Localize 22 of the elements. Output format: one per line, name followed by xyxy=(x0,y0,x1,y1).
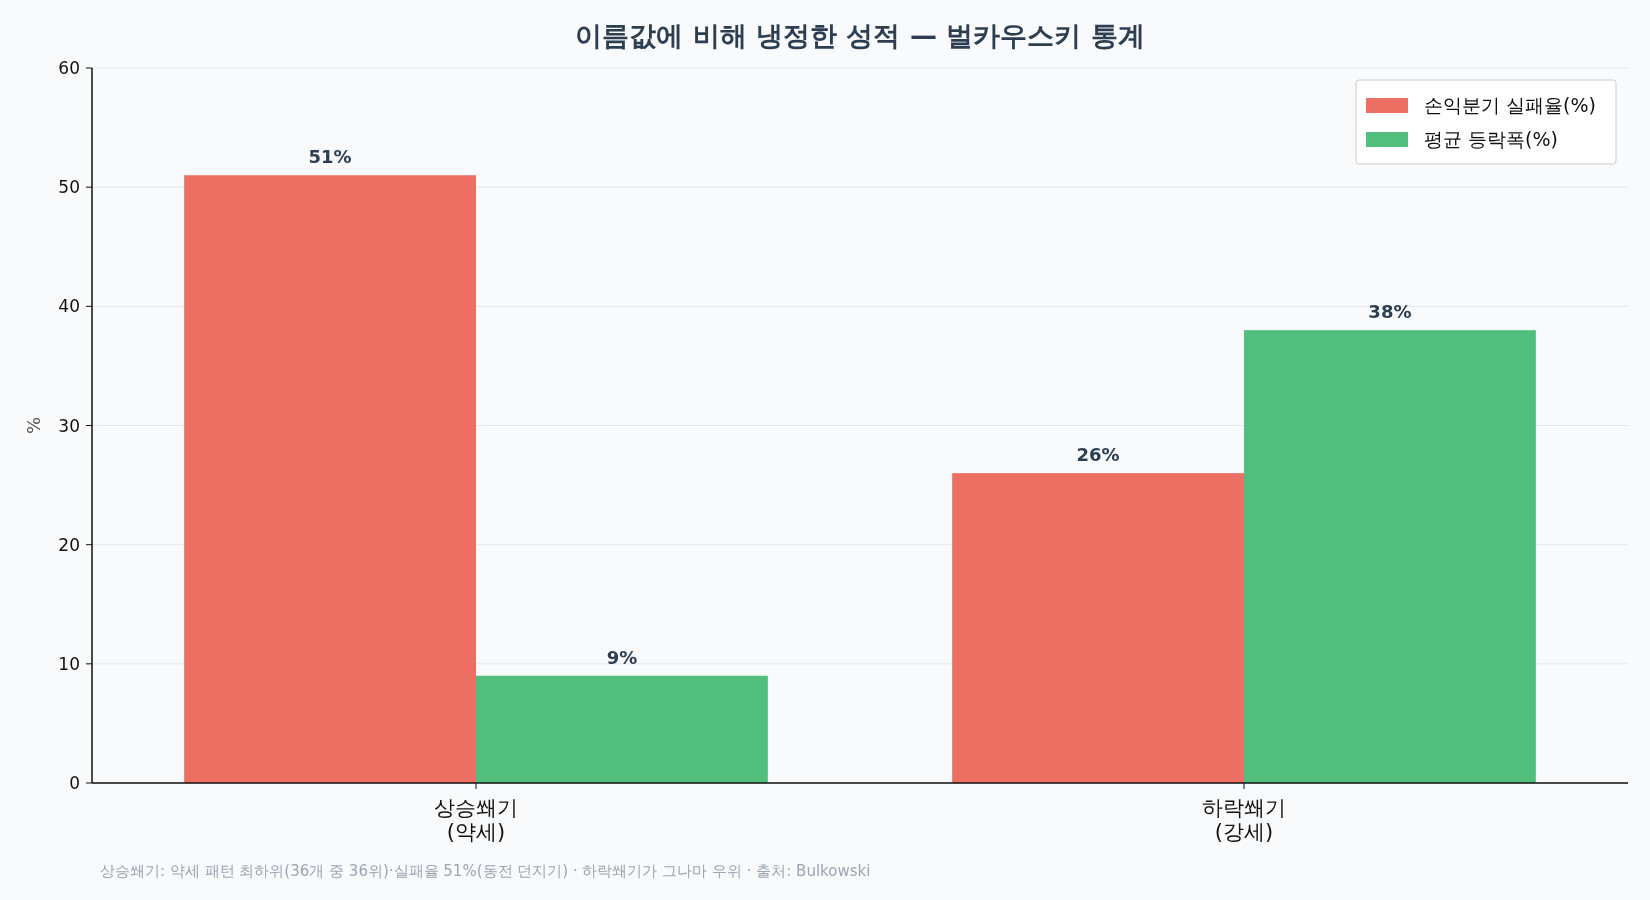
text: 상승쐐기: 약세 패턴 최하위(36개 중 36위)·실패율 51%(동전 던지기) · 하락쐐기가 그나마 우위 · 출처: Bulkowski xyxy=(100,862,871,880)
legend-label: 평균 등락폭(%) xyxy=(1424,128,1558,150)
x-tick-label: 상승쐐기 (약세) xyxy=(434,796,518,844)
bar xyxy=(1244,330,1536,783)
data-label: 9% xyxy=(606,646,638,668)
x-tick-label: 하락쐐기 (강세) xyxy=(1202,796,1286,844)
y-axis-title: % xyxy=(23,416,44,435)
chart-title: 이름값에 비해 냉정한 성적 — 벌카우스키 통계 xyxy=(575,20,1145,51)
data-label: 51% xyxy=(308,146,352,168)
y-tick-label: 20 xyxy=(58,534,80,555)
bar xyxy=(476,675,768,783)
y-tick-label: 10 xyxy=(58,653,80,674)
legend-label: 손익분기 실패율(%) xyxy=(1424,94,1596,116)
y-tick-label: 30 xyxy=(58,415,80,436)
y-tick-label: 60 xyxy=(58,58,80,78)
data-label: 26% xyxy=(1076,444,1120,466)
y-tick-label: 50 xyxy=(58,177,80,198)
y-tick-label: 40 xyxy=(58,296,80,317)
data-label: 38% xyxy=(1368,301,1412,323)
y-tick-label: 0 xyxy=(69,773,80,793)
bar xyxy=(184,175,476,783)
bar xyxy=(952,473,1244,783)
